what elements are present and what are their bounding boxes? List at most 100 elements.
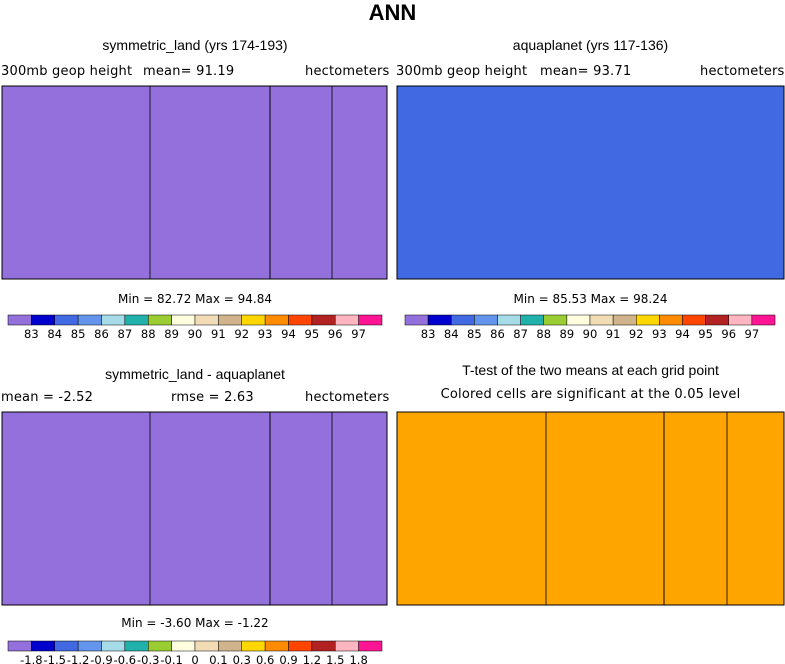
colorbar-top-left: 83 84 85 86 87 88 89 90 91 92 93 94 95 96 97 bbox=[7, 314, 383, 341]
colorbar-cell bbox=[31, 314, 55, 326]
colorbar-cell bbox=[520, 314, 544, 326]
panel-title-aquaplanet: aquaplanet (yrs 117-136) bbox=[512, 37, 669, 53]
colorbar-tick-label: 95 bbox=[698, 327, 713, 341]
units-label: hectometers bbox=[305, 390, 390, 405]
colorbar-tick-label: 0 bbox=[191, 653, 198, 664]
colorbar-cell bbox=[543, 314, 568, 326]
colorbar-cell bbox=[288, 314, 313, 326]
colorbar-tick-label: 96 bbox=[721, 327, 736, 341]
colorbar-tick-label: -1.8 bbox=[20, 653, 42, 664]
colorbar-cell bbox=[659, 314, 683, 326]
colorbar-tick-label: 90 bbox=[583, 327, 598, 341]
colorbar-cell bbox=[218, 640, 242, 652]
colorbar-tick-label: 89 bbox=[560, 327, 575, 341]
colorbar-tick-label: 94 bbox=[675, 327, 690, 341]
colorbar-tick-label: 91 bbox=[211, 327, 226, 341]
colorbar-tick-label: 87 bbox=[513, 327, 528, 341]
panel-title-ttest: T-test of the two means at each grid poi… bbox=[462, 362, 719, 378]
colorbar-cell bbox=[404, 314, 429, 326]
colorbar-cell bbox=[589, 314, 614, 326]
colorbar-cell bbox=[335, 640, 359, 652]
colorbar-cell bbox=[194, 640, 219, 652]
contour-band bbox=[397, 86, 784, 279]
figure-title: ANN bbox=[368, 0, 417, 25]
colorbar-tick-label: 85 bbox=[467, 327, 482, 341]
colorbar-cell bbox=[31, 640, 55, 652]
colorbar-cell bbox=[171, 640, 196, 652]
colorbar-cell bbox=[474, 314, 498, 326]
colorbar-bottom-left: -1.8 -1.5 -1.2 -0.9 -0.6 -0.3 -0.1 0 0.1 0.3 0.6 0.… bbox=[7, 640, 383, 664]
colorbar-tick-label: 83 bbox=[421, 327, 436, 341]
colorbar-tick-label: 94 bbox=[281, 327, 296, 341]
colorbar-tick-label: 84 bbox=[444, 327, 459, 341]
colorbar-tick-label: -0.1 bbox=[160, 653, 182, 664]
colorbar-tick-label: 0.3 bbox=[233, 653, 251, 664]
colorbar-cell bbox=[451, 314, 475, 326]
variable-label: 300mb geop height bbox=[396, 64, 528, 79]
colorbar-cell bbox=[77, 314, 102, 326]
colorbar-tick-label: 96 bbox=[328, 327, 343, 341]
colorbar-tick-label: 88 bbox=[141, 327, 156, 341]
panel-title-difference: symmetric_land - aquaplanet bbox=[105, 366, 285, 382]
colorbar-cell bbox=[124, 314, 149, 326]
colorbar-cell bbox=[241, 640, 266, 652]
colorbar-top-right: 83 84 85 86 87 88 89 90 91 92 93 94 95 96 97 bbox=[404, 314, 776, 341]
colorbar-cell bbox=[566, 314, 591, 326]
colorbar-cell bbox=[705, 314, 729, 326]
minmax-label: Min = 85.53 Max = 98.24 bbox=[513, 292, 668, 306]
colorbar-tick-label: 0.6 bbox=[256, 653, 274, 664]
colorbar-cell bbox=[636, 314, 660, 326]
panel-subtitle-ttest: Colored cells are significant at the 0.0… bbox=[440, 387, 741, 402]
colorbar-cell bbox=[218, 314, 242, 326]
contour-band bbox=[2, 86, 387, 279]
colorbar-cell bbox=[682, 314, 706, 326]
colorbar-tick-label: 97 bbox=[351, 327, 366, 341]
colorbar-cell bbox=[728, 314, 753, 326]
colorbar-cell bbox=[751, 314, 776, 326]
colorbar-cell bbox=[427, 314, 452, 326]
colorbar-cell bbox=[171, 314, 196, 326]
colorbar-tick-label: 87 bbox=[118, 327, 133, 341]
map-frame bbox=[396, 85, 785, 280]
colorbar-cell bbox=[288, 640, 313, 652]
colorbar-cell bbox=[612, 314, 637, 326]
colorbar-cell bbox=[311, 640, 336, 652]
colorbar-tick-label: -0.9 bbox=[90, 653, 112, 664]
colorbar-tick-label: 1.2 bbox=[303, 653, 321, 664]
colorbar-tick-label: -1.5 bbox=[44, 653, 66, 664]
colorbar-tick-label: 1.5 bbox=[326, 653, 344, 664]
colorbar-tick-label: 91 bbox=[606, 327, 621, 341]
colorbar-tick-label: 83 bbox=[24, 327, 39, 341]
colorbar-tick-label: 0.9 bbox=[279, 653, 297, 664]
colorbar-cell bbox=[101, 314, 126, 326]
colorbar-tick-label: 95 bbox=[305, 327, 320, 341]
difference-background bbox=[2, 412, 387, 605]
variable-label: 300mb geop height bbox=[1, 64, 133, 79]
colorbar-tick-label: 84 bbox=[47, 327, 62, 341]
colorbar-tick-label: 1.8 bbox=[349, 653, 367, 664]
colorbar-tick-label: 85 bbox=[71, 327, 86, 341]
colorbar-cell bbox=[241, 314, 266, 326]
colorbar-tick-label: -0.3 bbox=[137, 653, 159, 664]
continent-outline bbox=[663, 411, 728, 606]
mean-label: mean= 93.71 bbox=[540, 64, 632, 79]
colorbar-cell bbox=[101, 640, 126, 652]
colorbar-tick-label: 0.1 bbox=[209, 653, 227, 664]
minmax-label: Min = 82.72 Max = 94.84 bbox=[118, 292, 272, 306]
colorbar-tick-label: 86 bbox=[490, 327, 505, 341]
colorbar-tick-label: 90 bbox=[188, 327, 203, 341]
minmax-label: Min = -3.60 Max = -1.22 bbox=[121, 616, 269, 630]
colorbar-tick-label: 92 bbox=[234, 327, 249, 341]
mean-label: mean = -2.52 bbox=[1, 390, 94, 405]
colorbar-cell bbox=[148, 640, 172, 652]
colorbar-cell bbox=[7, 640, 32, 652]
colorbar-cell bbox=[358, 640, 383, 652]
colorbar-tick-label: 93 bbox=[258, 327, 273, 341]
colorbar-tick-label: -0.6 bbox=[114, 653, 136, 664]
continent-outline bbox=[269, 411, 333, 606]
mean-label: mean= 91.19 bbox=[143, 64, 235, 79]
units-label: hectometers bbox=[305, 64, 390, 79]
continent-outline bbox=[269, 85, 333, 280]
colorbar-tick-label: 92 bbox=[629, 327, 644, 341]
